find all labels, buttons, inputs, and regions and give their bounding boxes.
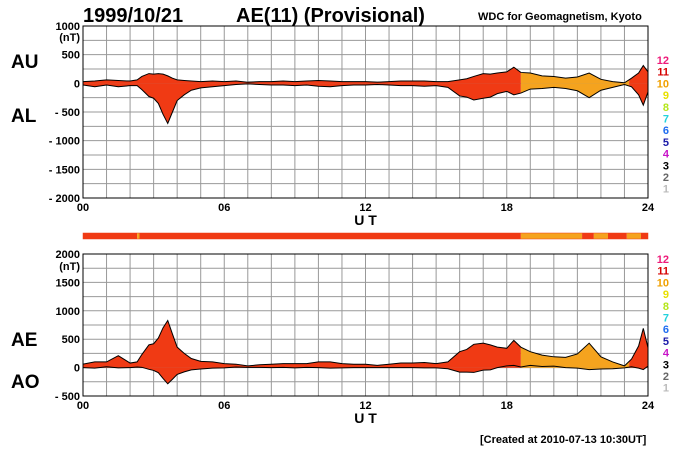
plot-title: AE(11) (Provisional) bbox=[236, 5, 425, 27]
data-source: WDC for Geomagnetism, Kyoto bbox=[478, 11, 642, 23]
data-layer bbox=[83, 319, 648, 385]
series-label: AE bbox=[11, 330, 37, 351]
y-tick-label: - 1500 bbox=[49, 164, 80, 176]
level-legend-item: 11 bbox=[657, 266, 669, 278]
level-legend-item: 7 bbox=[663, 313, 669, 325]
level-legend-item: 9 bbox=[663, 90, 669, 102]
x-tick-label: 24 bbox=[642, 400, 655, 412]
level-legend-item: 10 bbox=[657, 277, 669, 289]
ae-line bbox=[83, 319, 648, 367]
quality-segment bbox=[520, 233, 583, 239]
level-legend-item: 4 bbox=[663, 149, 670, 161]
level-legend-item: 2 bbox=[663, 172, 669, 184]
level-legend-item: 3 bbox=[663, 160, 669, 172]
y-tick-label: 2000 bbox=[56, 249, 80, 261]
series-label: AU bbox=[11, 52, 38, 73]
au-area bbox=[629, 65, 648, 84]
level-legend-item: 11 bbox=[657, 67, 669, 79]
level-legend-item: 6 bbox=[663, 324, 669, 336]
y-tick-label: 1500 bbox=[56, 277, 80, 289]
y-tick-label: 0 bbox=[74, 78, 80, 90]
y-tick-label: - 2000 bbox=[49, 193, 80, 205]
x-tick-label: 06 bbox=[218, 202, 230, 214]
level-legend-item: 1 bbox=[663, 184, 669, 196]
y-tick-label: 500 bbox=[62, 334, 80, 346]
quality-segment bbox=[83, 233, 138, 239]
series-label: AL bbox=[11, 106, 37, 127]
x-tick-label: 12 bbox=[359, 202, 371, 214]
level-legend-item: 5 bbox=[663, 137, 669, 149]
data-quality-bar bbox=[82, 232, 649, 240]
level-legend-item: 7 bbox=[663, 114, 669, 126]
x-tick-label: 00 bbox=[77, 400, 89, 412]
y-tick-label: 500 bbox=[62, 50, 80, 62]
x-tick-label: 00 bbox=[77, 202, 89, 214]
quality-segment bbox=[139, 233, 521, 239]
au-area bbox=[520, 72, 630, 84]
level-legend-item: 12 bbox=[657, 254, 669, 266]
quality-segment bbox=[582, 233, 594, 239]
plot-frame bbox=[82, 25, 649, 199]
au-line bbox=[83, 64, 648, 84]
y-tick-label: - 500 bbox=[55, 107, 80, 119]
ae-area bbox=[629, 328, 648, 368]
al-area bbox=[83, 83, 521, 124]
level-legend-item: 12 bbox=[657, 55, 669, 67]
level-legend-item: 6 bbox=[663, 125, 669, 137]
x-tick-label: 24 bbox=[642, 202, 655, 214]
quality-segment bbox=[607, 233, 627, 239]
y-unit-label: (nT) bbox=[59, 261, 80, 273]
quality-segment bbox=[593, 233, 608, 239]
x-axis-label: U T bbox=[354, 212, 377, 228]
series-label: AO bbox=[11, 372, 40, 393]
created-timestamp: [Created at 2010-07-13 10:30UT] bbox=[480, 434, 647, 446]
y-unit-label: (nT) bbox=[59, 32, 80, 44]
quality-segment bbox=[640, 233, 648, 239]
quality-bar-frame bbox=[82, 232, 649, 240]
y-tick-label: - 1000 bbox=[49, 136, 80, 148]
level-legend-item: 5 bbox=[663, 336, 669, 348]
al-area bbox=[520, 83, 630, 98]
x-tick-label: 06 bbox=[218, 400, 230, 412]
y-tick-label: 1000 bbox=[56, 21, 80, 33]
x-tick-label: 18 bbox=[501, 400, 513, 412]
plot-date: 1999/10/21 bbox=[83, 5, 183, 27]
y-tick-label: 1000 bbox=[56, 306, 80, 318]
level-legend-item: 10 bbox=[657, 78, 669, 90]
x-tick-label: 12 bbox=[359, 400, 371, 412]
al-line bbox=[83, 83, 648, 125]
y-tick-label: 0 bbox=[74, 363, 80, 375]
ao-area bbox=[83, 365, 521, 384]
data-layer bbox=[83, 64, 648, 125]
level-legend-item: 1 bbox=[663, 383, 669, 395]
ae-area bbox=[520, 343, 630, 368]
plot-frame bbox=[82, 253, 649, 397]
level-legend-item: 8 bbox=[663, 301, 669, 313]
level-legend-item: 8 bbox=[663, 102, 669, 114]
level-legend-item: 2 bbox=[663, 371, 669, 383]
au-area bbox=[83, 67, 521, 84]
x-axis-label: U T bbox=[354, 410, 377, 426]
level-legend-item: 3 bbox=[663, 359, 669, 371]
ao-line bbox=[83, 364, 648, 385]
x-tick-label: 18 bbox=[501, 202, 513, 214]
quality-segment bbox=[137, 233, 140, 239]
level-legend-item: 4 bbox=[663, 348, 670, 360]
y-tick-label: - 500 bbox=[55, 391, 80, 403]
ae-area bbox=[83, 320, 521, 368]
level-legend-item: 9 bbox=[663, 289, 669, 301]
quality-segment bbox=[626, 233, 641, 239]
